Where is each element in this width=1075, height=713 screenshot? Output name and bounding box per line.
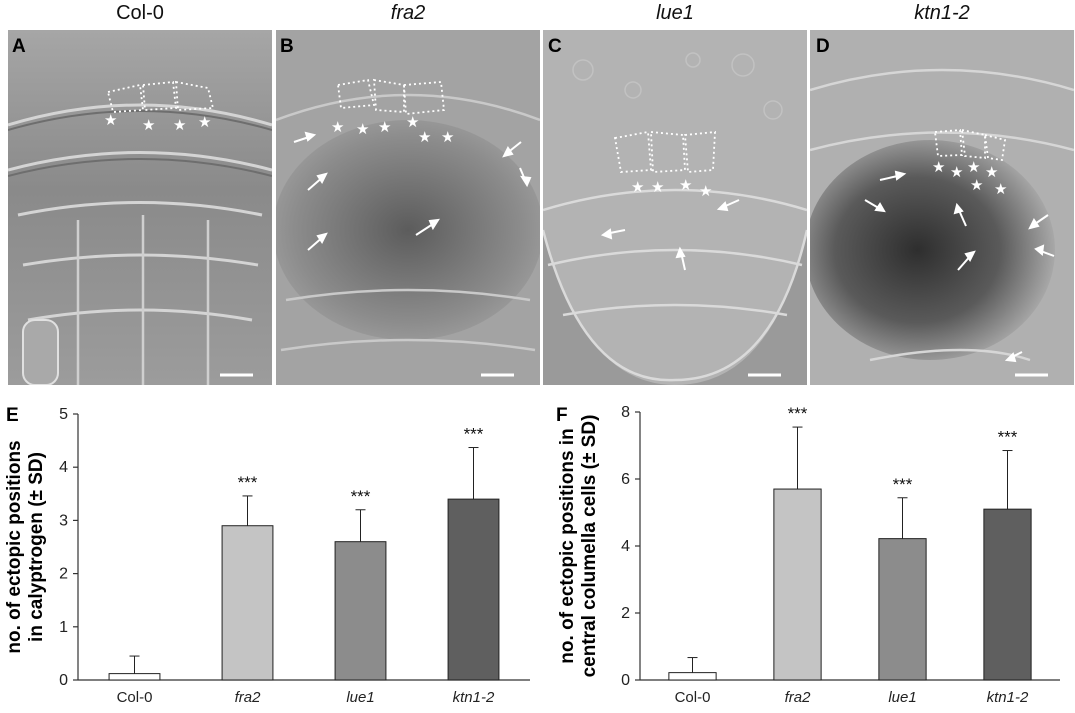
svg-text:★: ★ [994,180,1007,198]
chart-f-y-title: no. of ectopic positions in central colum… [557,415,600,678]
chart-e-significance: *** [351,487,371,506]
panel-label-a: A [12,36,26,57]
micrograph-ktn1-2: ★ ★ ★ ★ ★ ★ [810,30,1074,385]
chart-e-y-title-line2: in calyptrogen (± SD) [26,452,47,642]
svg-text:★: ★ [406,113,419,131]
micrograph-lue1: ★ ★ ★ ★ [543,30,807,385]
chart-f-ytick-label: 8 [621,404,630,421]
chart-f-ytick-label: 6 [621,471,630,488]
chart-e-bar [334,541,387,681]
chart-e-y-title: no. of ectopic positions in calyptrogen (… [4,440,47,653]
chart-f-significance: *** [893,475,913,494]
panel-label-d: D [816,36,830,57]
svg-text:★: ★ [104,111,117,129]
chart-f-ytick-label: 2 [621,605,630,622]
svg-text:★: ★ [970,176,983,194]
chart-f-label: F [556,405,568,426]
chart-f-ytick-label: 4 [621,538,630,555]
chart-e-ytick-label: 2 [59,566,68,583]
chart-e-ytick-label: 5 [59,406,68,423]
chart-f-bar [983,508,1032,681]
panel-title-lue1: lue1 [656,2,694,24]
chart-f-y-title-line1: no. of ectopic positions in [557,428,578,663]
chart-f-significance: *** [998,428,1018,447]
chart-f-significance: *** [788,404,808,423]
svg-text:★: ★ [651,178,664,196]
chart-e-category-label: ktn1-2 [453,689,495,706]
chart-e-ytick-label: 1 [59,619,68,636]
svg-text:★: ★ [331,118,344,136]
micrograph-col0: ★ ★ ★ ★ [8,30,272,385]
chart-e-ytick-label: 3 [59,512,68,529]
chart-e-label: E [6,405,19,426]
svg-text:★: ★ [356,120,369,138]
panel-label-c: C [548,36,562,57]
svg-text:★: ★ [967,158,980,176]
chart-e-significance: *** [464,425,484,444]
chart-e-bar [108,673,161,681]
panel-title-col0: Col-0 [116,2,164,24]
svg-text:★: ★ [142,116,155,134]
chart-f-bar [878,538,927,681]
chart-f-category-label: fra2 [785,689,812,706]
chart-f-y-title-line2: central columella cells (± SD) [579,415,600,678]
micrograph-fra2: ★ ★ ★ ★ ★ ★ [276,30,540,385]
chart-e-category-label: fra2 [235,689,262,706]
chart-e: 0 1 2 3 4 5 no. of ectopic positions in calyptr… [4,406,530,706]
svg-text:★: ★ [985,163,998,181]
chart-f-category-label: Col-0 [675,689,711,706]
chart-e-significance: *** [238,473,258,492]
chart-f-bar [773,488,822,681]
svg-text:★: ★ [932,158,945,176]
svg-text:★: ★ [418,128,431,146]
svg-text:★: ★ [679,176,692,194]
chart-f: 0 2 4 6 8 no. of ectopic positions in central … [557,404,1060,706]
chart-f-category-label: ktn1-2 [987,689,1029,706]
svg-text:★: ★ [173,116,186,134]
chart-e-ytick-label: 4 [59,459,68,476]
svg-text:★: ★ [441,128,454,146]
svg-text:★: ★ [631,178,644,196]
chart-f-category-label: lue1 [888,689,916,706]
svg-text:★: ★ [198,113,211,131]
panel-label-b: B [280,36,294,57]
chart-e-category-label: Col-0 [117,689,153,706]
svg-text:★: ★ [699,182,712,200]
chart-e-bar [221,525,274,681]
panel-title-fra2: fra2 [390,2,426,24]
chart-f-ytick-label: 0 [621,672,630,689]
svg-text:★: ★ [378,118,391,136]
chart-e-bar [447,498,500,681]
chart-e-ytick-label: 0 [59,672,68,689]
panel-title-ktn1-2: ktn1-2 [914,2,970,24]
chart-f-bar [668,672,717,681]
svg-text:★: ★ [950,163,963,181]
chart-e-category-label: lue1 [346,689,374,706]
chart-e-y-title-line1: no. of ectopic positions [4,440,25,653]
